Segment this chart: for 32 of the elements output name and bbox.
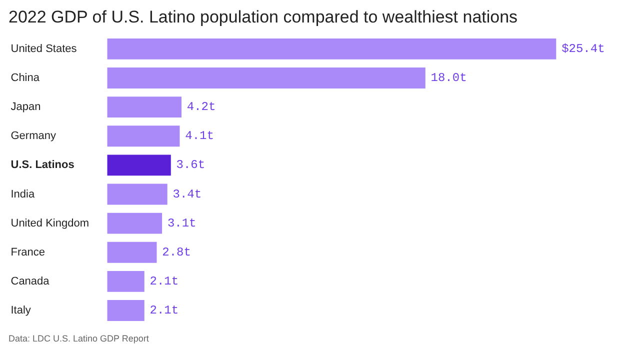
y-tick-label: United Kingdom: [10, 217, 90, 230]
y-tick-label: Germany: [10, 130, 56, 142]
chart-title: 2022 GDP of U.S. Latino population compared to wealthiest nations: [8, 8, 518, 26]
y-tick-label: Japan: [10, 101, 41, 114]
y-tick-label: China: [10, 72, 40, 84]
bar: [107, 270, 144, 292]
data-label: 3.6t: [176, 158, 206, 172]
data-label: 3.4t: [172, 187, 202, 202]
y-tick-label: United States: [10, 42, 78, 55]
bar: [107, 242, 157, 263]
data-label: 18.0t: [430, 71, 467, 85]
bar: [107, 212, 162, 234]
data-label: 4.1t: [185, 129, 214, 144]
data-label: 2.8t: [162, 245, 191, 260]
data-label: $25.4t: [562, 42, 605, 56]
bar: [107, 126, 180, 147]
data-label: 4.2t: [186, 100, 216, 114]
data-label: 3.1t: [167, 216, 196, 230]
bar: [107, 154, 171, 176]
y-tick-label: U.S. Latinos: [10, 159, 74, 172]
y-tick-label: Italy: [10, 304, 32, 317]
bar: [107, 96, 182, 118]
y-tick-label: India: [10, 188, 36, 200]
data-label: 2.1t: [150, 304, 179, 318]
y-tick-label: France: [10, 246, 45, 258]
bar: [107, 184, 168, 205]
y-tick-label: Canada: [10, 275, 50, 288]
data-label: 2.1t: [150, 274, 179, 288]
bar: [107, 38, 556, 60]
bar: [107, 300, 144, 321]
text: Data: LDC U.S. Latino GDP Report: [8, 334, 150, 344]
bar: [107, 68, 426, 88]
